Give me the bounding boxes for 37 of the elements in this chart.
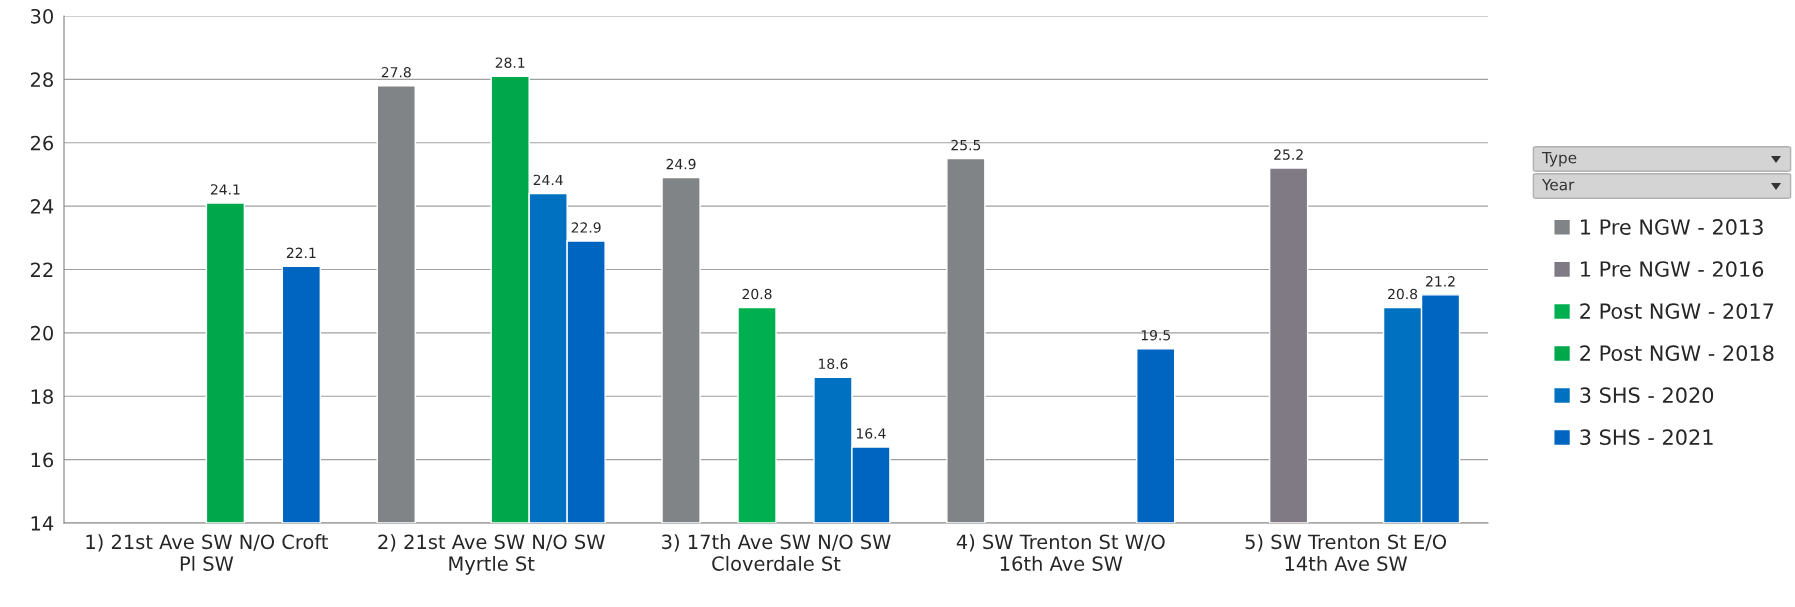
data-label: 19.5 [1141, 329, 1170, 341]
y-tick-label: 30 [31, 8, 53, 24]
data-label: 24.1 [210, 184, 240, 195]
y-tick-label: 18 [31, 389, 53, 404]
data-label: 25.5 [951, 139, 981, 151]
x-tick-label: 4) SW Trenton St W/O 16th Ave SW [956, 534, 1165, 571]
legend-label: 3 SHS - 2021 [1580, 429, 1713, 446]
data-label: 24.9 [666, 158, 696, 170]
text: Type [1541, 152, 1577, 167]
y-tick-label: 28 [30, 72, 53, 88]
data-label: 22.9 [571, 222, 601, 233]
y-tick-label: 16 [31, 452, 54, 468]
data-label: 20.8 [1388, 288, 1418, 300]
y-tick-label: 26 [30, 135, 54, 151]
legend-label: 2 Post NGW - 2018 [1580, 345, 1774, 361]
legend-label: 2 Post NGW - 2017 [1580, 303, 1774, 319]
x-tick-label: 5) SW Trenton St E/O 14th Ave SW [1245, 534, 1447, 571]
legend-label: 1 Pre NGW - 2013 [1581, 219, 1763, 235]
data-label: 22.1 [286, 247, 316, 258]
data-label: 28.1 [495, 57, 525, 68]
x-tick-label: 3) 17th Ave SW N/O SW Cloverdale St [662, 534, 891, 571]
data-label: 21.2 [1426, 276, 1455, 287]
y-tick-label: 24 [30, 199, 54, 214]
data-label: 27.8 [381, 66, 411, 78]
legend-label: 3 SHS - 2020 [1580, 387, 1714, 404]
data-label: 18.6 [819, 358, 848, 369]
data-label: 24.4 [533, 174, 563, 186]
text: Year [1541, 179, 1575, 191]
y-tick-label: 14 [31, 516, 54, 531]
data-label: 25.2 [1274, 149, 1303, 160]
data-label: 20.8 [742, 288, 772, 300]
y-tick-label: 22 [30, 262, 53, 277]
x-tick-label: 2) 21st Ave SW N/O SW Myrtle St [378, 534, 605, 575]
legend-label: 1 Pre NGW - 2016 [1581, 261, 1764, 277]
y-tick-label: 20 [30, 325, 53, 341]
data-label: 16.4 [857, 428, 886, 439]
x-tick-label: 1) 21st Ave SW N/O Croft Pl SW [86, 534, 328, 571]
